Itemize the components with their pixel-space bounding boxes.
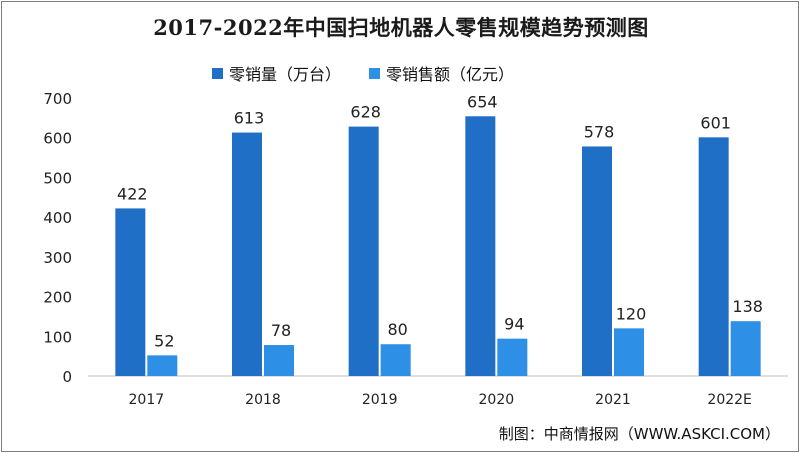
bar-sales-revenue xyxy=(264,345,294,376)
legend-label-sales-revenue: 零销售额（亿元） xyxy=(386,65,515,84)
bar-sales-revenue xyxy=(497,338,528,376)
data-label-sales-volume: 628 xyxy=(350,103,381,122)
bar-sales-volume xyxy=(232,132,262,376)
bar-sales-volume xyxy=(115,208,146,376)
data-label-sales-volume: 601 xyxy=(700,113,731,132)
y-tick-label: 0 xyxy=(62,368,72,386)
bar-sales-volume xyxy=(465,116,496,377)
legend-swatch-sales-volume xyxy=(212,67,223,79)
data-label-sales-revenue: 78 xyxy=(271,321,291,340)
x-tick-label: 2021 xyxy=(595,392,631,408)
data-label-sales-volume: 654 xyxy=(467,92,498,111)
x-tick-label: 2022E xyxy=(707,392,751,408)
y-tick-label: 500 xyxy=(43,169,72,187)
x-tick-label: 2019 xyxy=(362,392,398,408)
legend-label-sales-volume: 零销量（万台） xyxy=(229,65,342,84)
bar-sales-volume xyxy=(698,137,729,376)
data-label-sales-volume: 578 xyxy=(584,122,615,141)
data-label-sales-revenue: 120 xyxy=(616,304,647,323)
data-label-sales-revenue: 138 xyxy=(732,297,763,316)
y-tick-label: 300 xyxy=(43,249,72,267)
x-tick-label: 2018 xyxy=(245,392,281,408)
bar-sales-revenue xyxy=(147,355,178,376)
data-label-sales-revenue: 80 xyxy=(387,320,407,339)
legend-item-sales-revenue: 零销售额（亿元） xyxy=(369,61,514,85)
legend-item-sales-volume: 零销量（万台） xyxy=(212,61,341,85)
y-tick-label: 600 xyxy=(43,130,72,148)
legend-swatch-sales-revenue xyxy=(369,67,381,79)
x-tick-label: 2020 xyxy=(479,392,515,408)
data-label-sales-volume: 422 xyxy=(117,184,148,203)
bar-sales-volume xyxy=(582,146,612,376)
chart-title: 2017-2022年中国扫地机器人零售规模趋势预测图 xyxy=(153,15,649,40)
x-tick-label: 2017 xyxy=(129,392,165,408)
y-tick-label: 200 xyxy=(43,289,72,307)
bar-sales-revenue xyxy=(730,321,761,376)
source-credit: 制图：中商情报网（WWW.ASKCI.COM） xyxy=(498,425,780,443)
data-label-sales-revenue: 94 xyxy=(504,315,524,334)
y-tick-label: 100 xyxy=(43,328,72,346)
y-tick-label: 700 xyxy=(43,90,72,108)
bar-sales-revenue xyxy=(380,344,411,376)
data-label-sales-volume: 613 xyxy=(234,109,265,128)
y-tick-label: 400 xyxy=(43,209,72,227)
bar-sales-revenue xyxy=(614,328,644,376)
data-label-sales-revenue: 52 xyxy=(154,331,174,350)
bar-sales-volume xyxy=(348,126,379,376)
legend: 零销量（万台） 零销售额（亿元） xyxy=(212,61,542,85)
